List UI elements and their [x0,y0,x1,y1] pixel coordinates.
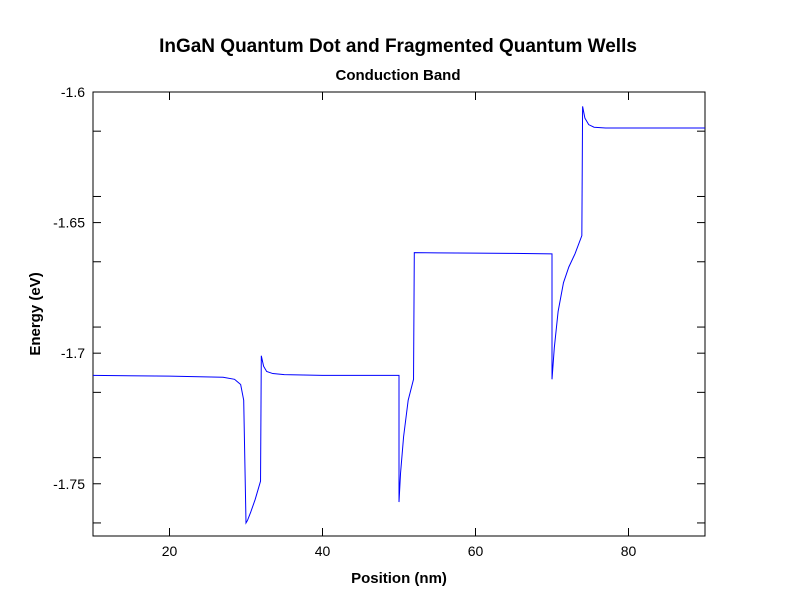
y-tick-label: -1.65 [53,215,85,231]
x-tick-label: 60 [468,543,484,559]
y-axis: -1.6 -1.65 -1.7 -1.75 [53,84,705,524]
plot-frame [92,91,706,537]
y-tick-label: -1.75 [53,476,85,492]
x-axis: 20 40 60 80 [162,92,637,559]
chart-title: InGaN Quantum Dot and Fragmented Quantum… [159,36,637,57]
y-tick-label: -1.6 [61,84,85,100]
chart-subtitle: Conduction Band [336,67,461,84]
y-axis-label: Energy (eV) [27,272,44,355]
x-tick-label: 40 [315,543,331,559]
x-axis-label: Position (nm) [351,570,447,587]
x-tick-label: 80 [621,543,637,559]
x-tick-label: 20 [162,543,178,559]
y-tick-label: -1.7 [61,345,85,361]
conduction-band-line [92,106,705,525]
